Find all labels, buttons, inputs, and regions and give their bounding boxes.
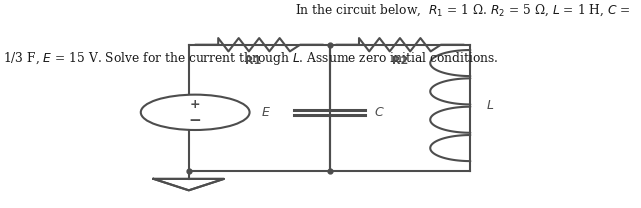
- Text: +: +: [190, 98, 201, 111]
- Text: $L$: $L$: [487, 99, 495, 112]
- Polygon shape: [154, 179, 224, 190]
- Text: In the circuit below,  $R_1$ = 1 Ω. $R_2$ = 5 Ω, $L$ = 1 H, $C$ =: In the circuit below, $R_1$ = 1 Ω. $R_2$…: [295, 2, 630, 17]
- Text: R2: R2: [392, 56, 408, 66]
- Text: $C$: $C$: [374, 106, 385, 119]
- Text: $E$: $E$: [261, 106, 271, 119]
- Text: −: −: [189, 113, 201, 128]
- Text: 1/3 F, $E$ = 15 V. Solve for the current through $L$. Assume zero initial condit: 1/3 F, $E$ = 15 V. Solve for the current…: [3, 50, 499, 67]
- Text: R1: R1: [245, 56, 261, 66]
